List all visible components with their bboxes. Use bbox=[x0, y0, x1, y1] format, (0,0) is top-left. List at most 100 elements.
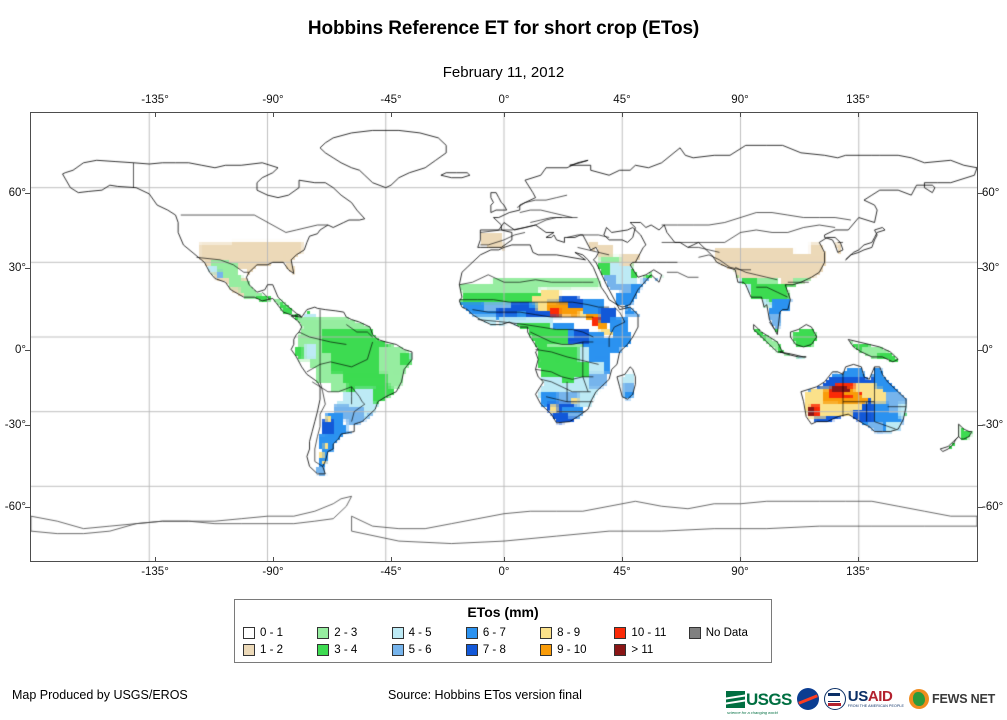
legend-swatch-icon bbox=[540, 626, 553, 639]
legend-item[interactable]: 6 - 7 bbox=[465, 624, 540, 641]
usgs-logo-text: USGS bbox=[746, 689, 792, 709]
legend-swatch-icon bbox=[540, 643, 553, 656]
page-subtitle: February 11, 2012 bbox=[442, 64, 565, 81]
legend-item-label: No Data bbox=[705, 626, 748, 639]
legend-item[interactable]: > 11 bbox=[614, 641, 688, 658]
xtick-mark-bottom-3 bbox=[504, 557, 505, 562]
ytick-mark-left-4 bbox=[25, 507, 30, 508]
usgs-logo: USGS science for a changing world bbox=[726, 689, 792, 715]
ytick-left-1: 30° bbox=[8, 262, 26, 274]
xtick-bottom-5: 90° bbox=[731, 566, 749, 578]
legend-swatch-icon bbox=[688, 626, 701, 639]
legend-item-label: 4 - 5 bbox=[408, 626, 432, 639]
legend-swatch-icon bbox=[391, 626, 404, 639]
legend-swatch-icon bbox=[317, 626, 330, 639]
xtick-bottom-4: 45° bbox=[613, 566, 631, 578]
ytick-mark-left-3 bbox=[25, 425, 30, 426]
fewsnet-globe-icon bbox=[909, 689, 930, 709]
xtick-bottom-2: -45° bbox=[380, 566, 402, 578]
xtick-bottom-3: 0° bbox=[498, 566, 510, 578]
footer-logo-strip: USGS science for a changing world USAID … bbox=[726, 684, 995, 715]
ytick-mark-right-1 bbox=[978, 268, 983, 269]
ytick-right-1: 30° bbox=[982, 262, 1000, 274]
usaid-logo: USAID FROM THE AMERICAN PEOPLE bbox=[823, 688, 905, 710]
ytick-left-0: 60° bbox=[8, 187, 26, 199]
xtick-mark-top-5 bbox=[740, 112, 741, 117]
legend-item-label: 10 - 11 bbox=[631, 626, 667, 639]
legend: ETos (mm) 0 - 1 1 - 2 2 - 3 3 - 4 4 - 5 5 - 6… bbox=[234, 599, 772, 663]
xtick-mark-bottom-5 bbox=[740, 557, 741, 562]
legend-swatch-icon bbox=[465, 643, 478, 656]
xtick-top-4: 45° bbox=[613, 94, 631, 106]
legend-swatch-icon bbox=[465, 626, 478, 639]
legend-item[interactable]: 1 - 2 bbox=[243, 641, 317, 658]
legend-item[interactable]: No Data bbox=[688, 624, 763, 641]
legend-item[interactable]: 7 - 8 bbox=[465, 641, 540, 658]
ytick-mark-right-0 bbox=[978, 193, 983, 194]
xtick-top-3: 0° bbox=[498, 94, 510, 106]
xtick-mark-bottom-4 bbox=[622, 557, 623, 562]
xtick-mark-top-3 bbox=[504, 112, 505, 117]
page-title: Hobbins Reference ET for short crop (ETo… bbox=[307, 18, 700, 39]
legend-item-label: 8 - 9 bbox=[557, 626, 581, 639]
ytick-right-3: -30° bbox=[982, 419, 1004, 431]
legend-item-label: 6 - 7 bbox=[482, 626, 506, 639]
xtick-bottom-6: 135° bbox=[846, 566, 870, 578]
nasa-logo bbox=[796, 688, 819, 710]
legend-item[interactable]: 9 - 10 bbox=[540, 641, 614, 658]
xtick-mark-top-0 bbox=[155, 112, 156, 117]
xtick-top-2: -45° bbox=[380, 94, 402, 106]
xtick-bottom-1: -90° bbox=[262, 566, 284, 578]
usaid-logo-tagline: FROM THE AMERICAN PEOPLE bbox=[847, 704, 905, 709]
legend-item[interactable]: 5 - 6 bbox=[391, 641, 466, 658]
legend-title: ETos (mm) bbox=[467, 604, 539, 620]
xtick-top-0: -135° bbox=[141, 94, 169, 106]
ytick-mark-left-1 bbox=[25, 268, 30, 269]
legend-item[interactable]: 3 - 4 bbox=[317, 641, 391, 658]
legend-item[interactable]: 4 - 5 bbox=[391, 624, 466, 641]
legend-swatch-icon bbox=[243, 643, 255, 656]
usgs-waves-icon bbox=[726, 690, 745, 708]
fewsnet-logo: FEWS NET bbox=[909, 689, 995, 709]
legend-item[interactable]: 2 - 3 bbox=[317, 624, 391, 641]
xtick-mark-bottom-0 bbox=[155, 557, 156, 562]
legend-item-label: 3 - 4 bbox=[334, 643, 358, 656]
map-plot-area[interactable] bbox=[30, 112, 978, 562]
fewsnet-logo-text: FEWS NET bbox=[932, 692, 996, 706]
legend-item-label: > 11 bbox=[631, 643, 654, 656]
xtick-top-1: -90° bbox=[262, 94, 284, 106]
xtick-top-6: 135° bbox=[846, 94, 870, 106]
legend-swatch-icon bbox=[614, 626, 627, 639]
xtick-mark-bottom-6 bbox=[858, 557, 859, 562]
legend-item-label: 7 - 8 bbox=[482, 643, 506, 656]
legend-swatch-icon bbox=[614, 643, 627, 656]
xtick-mark-bottom-1 bbox=[273, 557, 274, 562]
usaid-logo-text: USAID bbox=[847, 688, 893, 706]
world-etos-raster-map bbox=[31, 113, 977, 561]
legend-item[interactable]: 0 - 1 bbox=[243, 624, 317, 641]
legend-item[interactable]: 10 - 11 bbox=[614, 624, 688, 641]
ytick-right-0: 60° bbox=[982, 187, 1000, 199]
legend-item-label: 5 - 6 bbox=[408, 643, 432, 656]
legend-swatch-icon bbox=[391, 643, 404, 656]
legend-item-label: 2 - 3 bbox=[334, 626, 358, 639]
legend-items: 0 - 1 1 - 2 2 - 3 3 - 4 4 - 5 5 - 6 6 - 7 7 - 8… bbox=[243, 624, 763, 658]
footer-source: Source: Hobbins ETos version final bbox=[388, 688, 582, 702]
ytick-right-4: -60° bbox=[982, 501, 1004, 513]
legend-swatch-icon bbox=[317, 643, 330, 656]
ytick-left-3: -30° bbox=[4, 419, 26, 431]
ytick-mark-right-4 bbox=[978, 507, 983, 508]
xtick-mark-top-2 bbox=[391, 112, 392, 117]
ytick-mark-right-2 bbox=[978, 350, 983, 351]
xtick-mark-bottom-2 bbox=[391, 557, 392, 562]
legend-item-label: 9 - 10 bbox=[557, 643, 587, 656]
legend-item[interactable]: 8 - 9 bbox=[540, 624, 614, 641]
usgs-logo-tagline: science for a changing world bbox=[727, 709, 778, 715]
ytick-mark-left-0 bbox=[25, 193, 30, 194]
legend-item-label: 1 - 2 bbox=[260, 643, 284, 656]
xtick-mark-top-1 bbox=[273, 112, 274, 117]
xtick-mark-top-6 bbox=[858, 112, 859, 117]
legend-item-label: 0 - 1 bbox=[260, 626, 284, 639]
ytick-left-2: 0° bbox=[15, 344, 26, 356]
xtick-mark-top-4 bbox=[622, 112, 623, 117]
